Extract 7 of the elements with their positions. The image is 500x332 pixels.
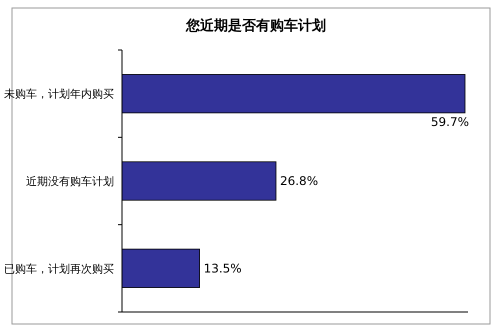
y-tick-label: 未购车，计划年内购买	[4, 88, 114, 101]
chart-title: 您近期是否有购车计划	[185, 17, 326, 34]
data-label: 13.5%	[204, 261, 242, 276]
y-tick-label: 近期没有购车计划	[26, 175, 114, 188]
data-label: 59.7%	[430, 114, 469, 129]
data-label: 26.8%	[280, 174, 318, 188]
y-tick-label: 已购车，计划再次购买	[4, 262, 114, 276]
